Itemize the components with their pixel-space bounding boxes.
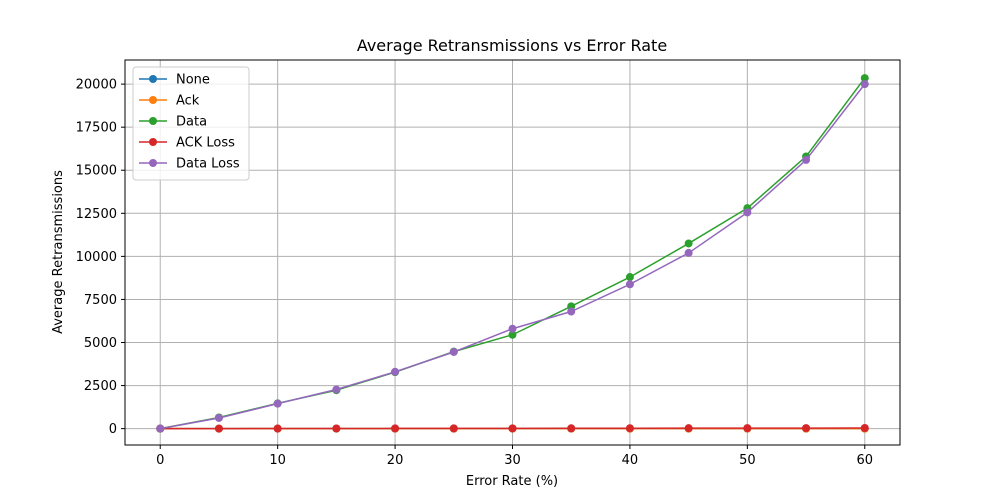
data-point <box>802 424 811 433</box>
y-tick-label: 5000 <box>84 336 117 351</box>
data-point <box>449 347 458 356</box>
data-point <box>567 307 576 316</box>
x-axis-title: Error Rate (%) <box>466 474 558 489</box>
data-point <box>684 424 693 433</box>
legend-box <box>132 66 250 181</box>
grid <box>125 60 900 445</box>
data-point <box>391 367 400 376</box>
data-point <box>567 424 576 433</box>
legend-entry: None <box>139 73 210 88</box>
legend-entry: Data Loss <box>139 157 240 172</box>
data-point <box>684 248 693 257</box>
axis-ticks: 0 10 20 30 40 50 60 0 2500 5000 7500 10000 12500 1500… <box>76 78 873 468</box>
x-tick-label: 60 <box>856 453 873 468</box>
data-point <box>273 399 282 408</box>
data-point <box>625 280 634 289</box>
y-tick-label: 15000 <box>76 164 117 179</box>
series-ack-loss <box>156 424 869 433</box>
x-tick-label: 0 <box>156 453 164 468</box>
y-tick-label: 0 <box>109 422 117 437</box>
legend-label: None <box>176 73 210 88</box>
y-tick-label: 12500 <box>76 207 117 222</box>
data-point <box>508 330 517 339</box>
y-tick-label: 17500 <box>76 121 117 136</box>
data-point <box>625 273 634 282</box>
data-point <box>684 239 693 248</box>
data-point <box>273 424 282 433</box>
legend-label: Data <box>176 115 207 130</box>
legend-entry: Data <box>139 115 207 130</box>
data-point <box>508 324 517 333</box>
series-lines <box>156 74 869 433</box>
chart-title: Average Retransmissions vs Error Rate <box>357 36 667 55</box>
data-point <box>860 424 869 433</box>
legend: None Ack Data ACK Loss Data Loss <box>132 66 250 181</box>
x-tick-label: 30 <box>504 453 521 468</box>
legend-label: Data Loss <box>176 157 240 172</box>
legend-label: Ack <box>176 94 200 109</box>
x-tick-label: 40 <box>622 453 639 468</box>
x-tick-label: 50 <box>739 453 756 468</box>
legend-marker <box>149 159 157 167</box>
data-point <box>860 74 869 83</box>
series-data-loss <box>156 80 869 433</box>
x-tick-label: 20 <box>387 453 404 468</box>
legend-marker <box>149 138 157 146</box>
x-tick-label: 10 <box>269 453 286 468</box>
data-point <box>214 413 223 422</box>
y-axis-title: Average Retransmissions <box>51 170 66 334</box>
data-point <box>860 80 869 89</box>
data-point <box>332 385 341 394</box>
y-tick-label: 20000 <box>76 78 117 93</box>
legend-marker <box>149 75 157 83</box>
legend-marker <box>149 117 157 125</box>
data-point <box>449 424 458 433</box>
y-tick-label: 7500 <box>84 293 117 308</box>
data-point <box>743 424 752 433</box>
legend-entry: ACK Loss <box>139 136 235 151</box>
y-tick-label: 10000 <box>76 250 117 265</box>
data-point <box>391 424 400 433</box>
legend-marker <box>149 96 157 104</box>
data-point <box>625 424 634 433</box>
data-point <box>802 155 811 164</box>
data-point <box>214 424 223 433</box>
data-point <box>156 424 165 433</box>
data-point <box>332 424 341 433</box>
data-point <box>743 208 752 217</box>
data-point <box>508 424 517 433</box>
legend-entry: Ack <box>139 94 200 109</box>
legend-label: ACK Loss <box>176 136 235 151</box>
y-tick-label: 2500 <box>84 379 117 394</box>
